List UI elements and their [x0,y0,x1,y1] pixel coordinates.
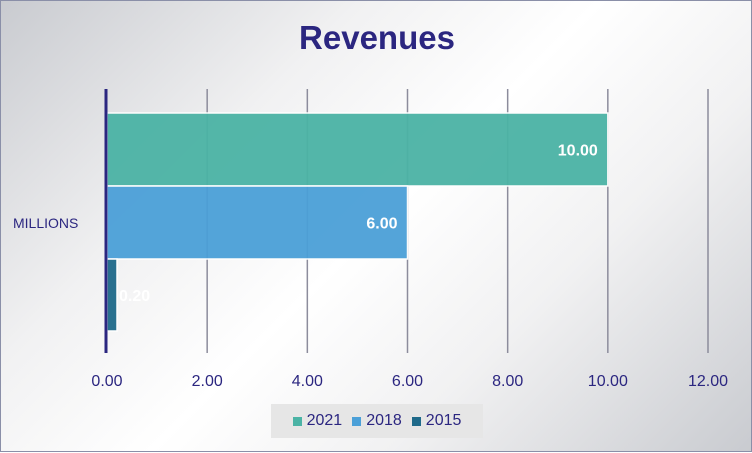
legend-swatch-2021 [292,416,302,426]
data-label-2018: 6.00 [366,216,397,233]
legend-label-2021: 2021 [306,412,343,429]
bar-2021 [106,112,609,187]
x-tick-label: 2.00 [192,373,223,390]
legend-swatch-2018 [352,416,362,426]
bar-2015 [106,258,118,332]
legend: 2021 2018 2015 [271,404,483,438]
x-tick-label: 12.00 [688,373,728,390]
category-label: MILLIONS [13,215,78,231]
data-label-2021: 10.00 [558,143,598,160]
legend-item-2015: 2015 [411,412,462,430]
data-label-2015: 0.20 [119,288,150,305]
legend-item-2021: 2021 [292,412,343,430]
chart-title: Revenues [299,19,455,56]
labels: 0.00 2.00 4.00 6.00 8.00 10.00 12.00 10.00 6.00 0… [13,143,728,391]
x-tick-label: 4.00 [292,373,323,390]
legend-label-2015: 2015 [425,412,462,429]
bars [106,112,609,332]
legend-label-2018: 2018 [366,412,402,429]
bar-2018 [106,185,409,260]
x-tick-label: 6.00 [392,373,423,390]
x-tick-label: 0.00 [91,373,122,390]
x-tick-label: 10.00 [588,373,628,390]
legend-swatch-2015 [411,416,421,426]
x-tick-label: 8.00 [492,373,523,390]
legend-item-2018: 2018 [352,412,402,430]
